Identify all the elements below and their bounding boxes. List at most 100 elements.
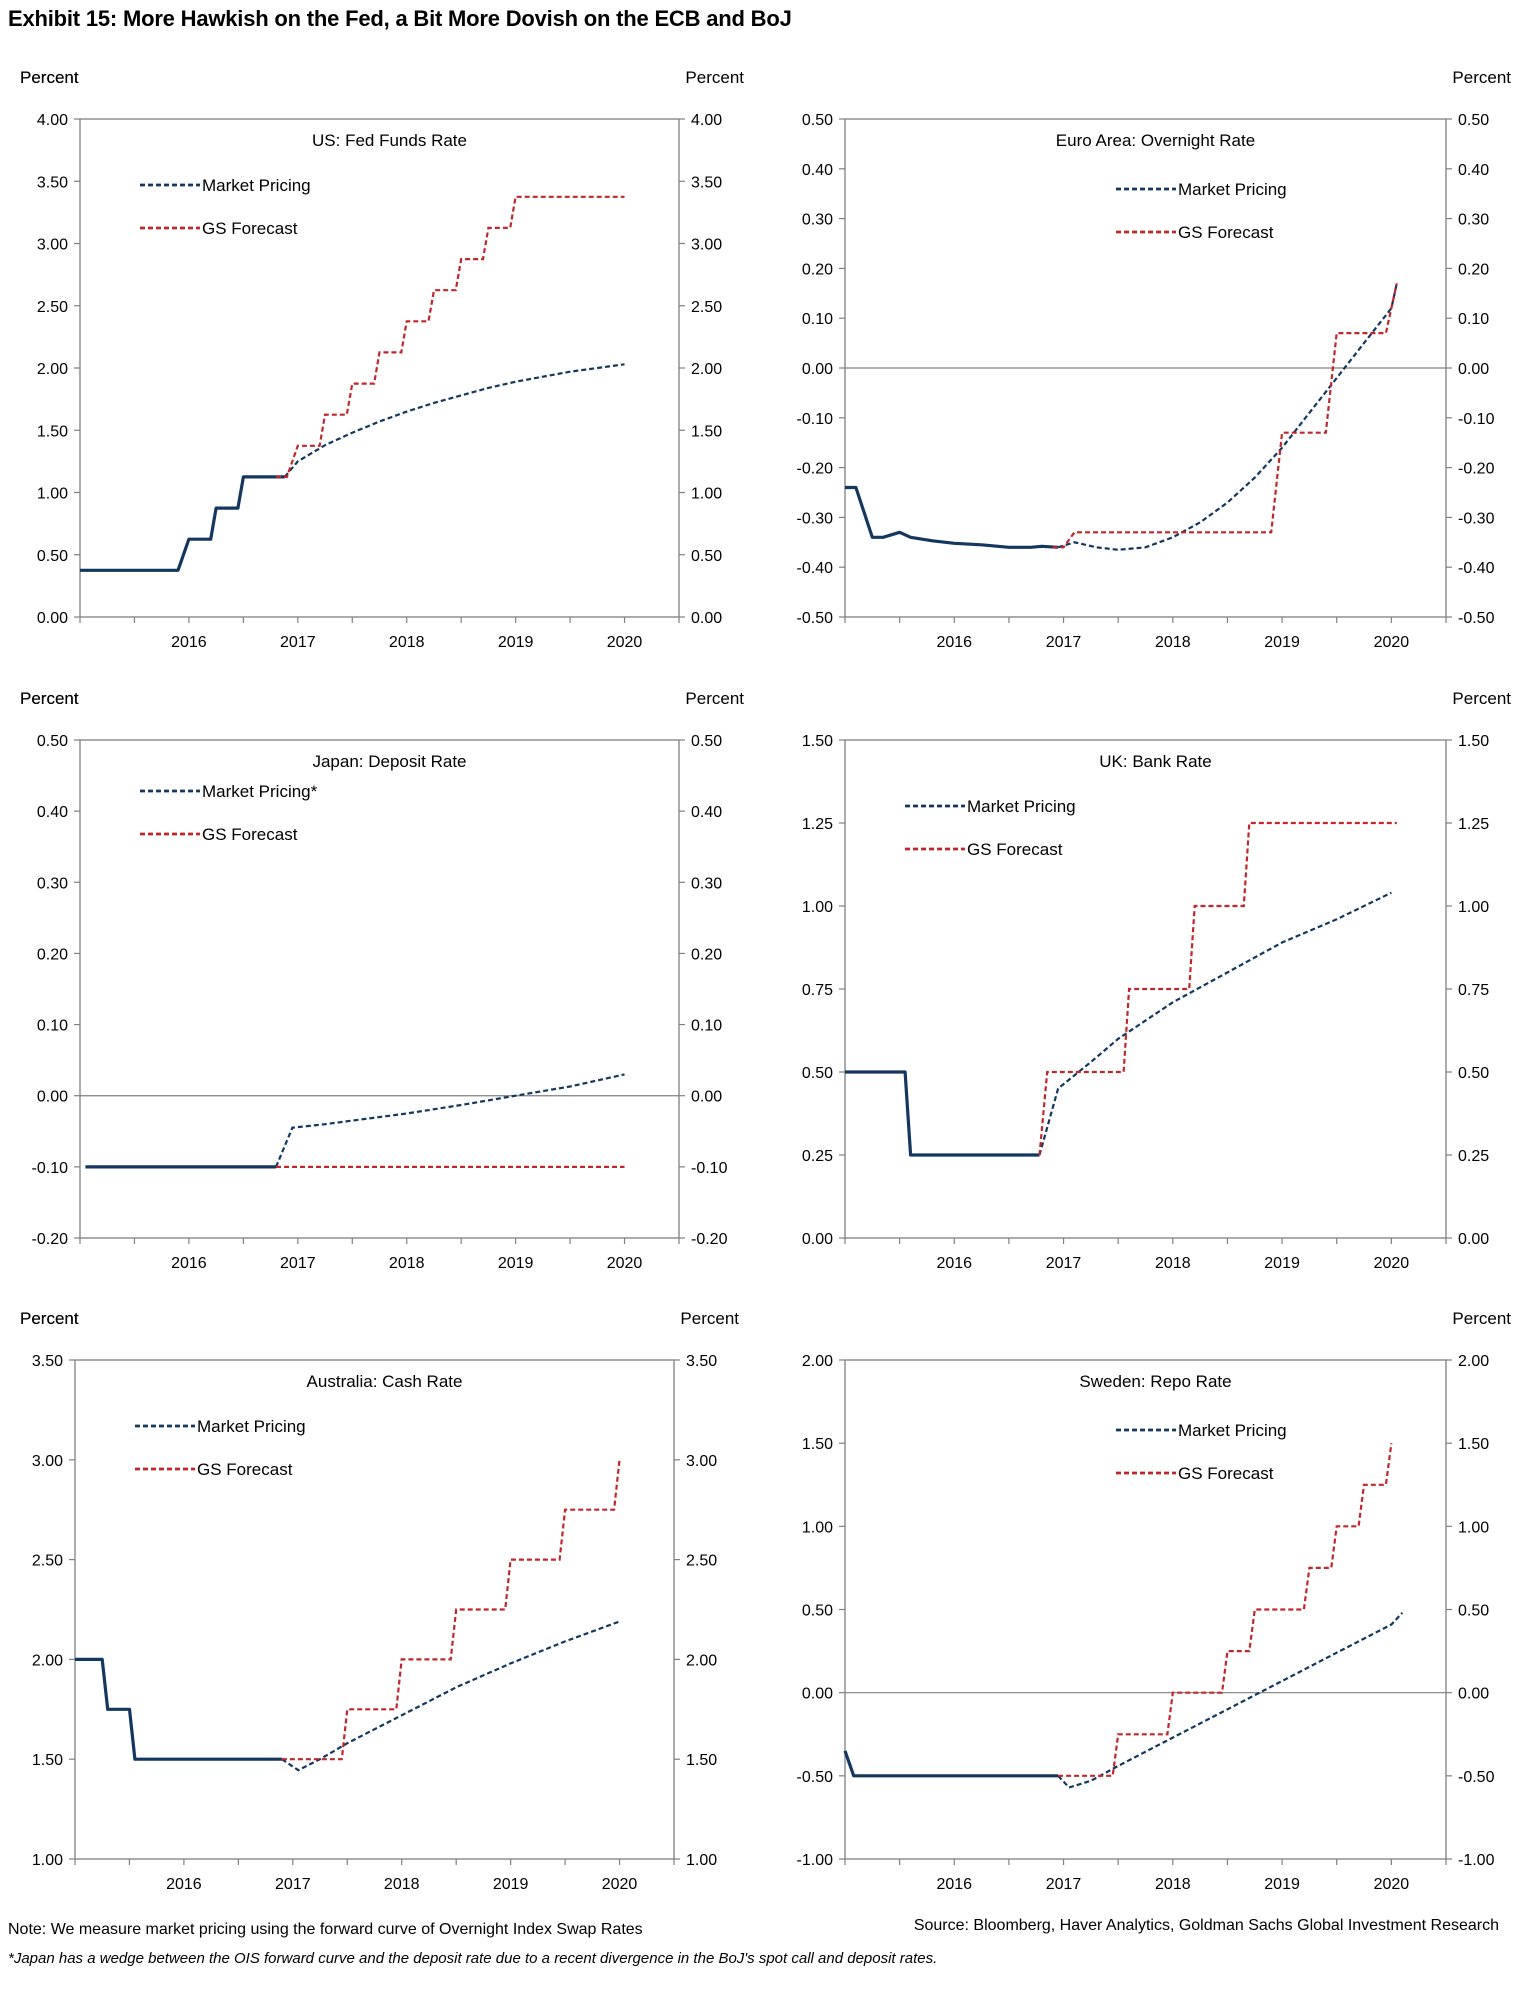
x-tick-label: 2016 [166, 1876, 202, 1893]
chart-title: Japan: Deposit Rate [312, 752, 466, 771]
legend-label: GS Forecast [202, 219, 298, 238]
y-tick-label-right: 1.25 [1458, 816, 1489, 833]
y-tick-label-right: -0.10 [1458, 411, 1495, 428]
y-tick-label-right: 1.50 [1458, 733, 1489, 750]
y-tick-label-left: 0.25 [802, 1148, 833, 1165]
legend-label: Market Pricing [1178, 180, 1287, 199]
y-tick-label-left: 2.50 [37, 299, 68, 316]
y-tick-label-left: 2.00 [37, 361, 68, 378]
y-tick-label-right: 2.50 [686, 1553, 717, 1570]
y-tick-label-left: 0.50 [37, 548, 68, 565]
y-tick-label-right: 0.00 [1458, 1231, 1489, 1248]
x-tick-label: 2017 [280, 634, 316, 651]
y-axis-label-left: Percent [20, 689, 79, 708]
y-tick-label-left: 1.50 [37, 423, 68, 440]
y-tick-label-left: 2.00 [32, 1652, 63, 1669]
y-tick-label-left: 1.50 [802, 733, 833, 750]
y-tick-label-left: 0.30 [802, 212, 833, 229]
y-tick-label-right: 0.40 [691, 804, 722, 821]
y-tick-label-right: -0.10 [691, 1160, 728, 1177]
x-tick-label: 2019 [1264, 1255, 1300, 1272]
y-tick-label-left: -0.50 [797, 1769, 834, 1786]
x-tick-label: 2017 [1046, 634, 1082, 651]
y-tick-label-left: 0.00 [802, 1231, 833, 1248]
y-tick-label-right: -0.20 [691, 1231, 728, 1248]
y-axis-label-right: Percent [1452, 689, 1511, 708]
note-text: Note: We measure market pricing using th… [8, 1921, 643, 1938]
y-tick-label-right: 2.00 [686, 1652, 717, 1669]
y-tick-label-left: -0.30 [797, 510, 834, 527]
y-tick-label-left: 0.30 [37, 875, 68, 892]
y-axis-label-left: Percent [20, 68, 79, 87]
legend-label: GS Forecast [197, 1460, 293, 1479]
y-tick-label-left: 3.50 [32, 1353, 63, 1370]
y-tick-label-right: 2.00 [1458, 1353, 1489, 1370]
y-tick-label-right: 0.50 [691, 733, 722, 750]
y-axis-label-left: Percent [20, 68, 79, 87]
chart-panel: Percent Percent 1.00 1.00 1.50 1.50 2.00 2.00 2.… [20, 1309, 739, 1893]
y-tick-label-right: 0.50 [1458, 1065, 1489, 1082]
x-tick-label: 2016 [936, 1876, 972, 1893]
history-line [80, 475, 285, 572]
y-tick-label-right: 0.30 [1458, 212, 1489, 229]
y-tick-label-right: 3.50 [691, 174, 722, 191]
y-tick-label-right: 0.00 [1458, 1686, 1489, 1703]
x-tick-label: 2018 [1155, 634, 1191, 651]
y-tick-label-right: 2.00 [691, 361, 722, 378]
y-tick-label-left: 0.50 [802, 1065, 833, 1082]
y-tick-label-left: 2.00 [802, 1353, 833, 1370]
x-tick-label: 2016 [936, 634, 972, 651]
chart-panel: Percent Percent 0.00 0.00 0.25 0.25 0.50 0.50 0.… [20, 689, 1511, 1272]
y-tick-label-left: 0.20 [802, 261, 833, 278]
y-tick-label-right: 0.20 [1458, 261, 1489, 278]
y-tick-label-right: 0.00 [691, 610, 722, 627]
y-tick-label-left: 0.50 [802, 112, 833, 129]
page-title: Exhibit 15: More Hawkish on the Fed, a B… [8, 6, 792, 31]
y-tick-label-left: -0.50 [797, 610, 834, 627]
chart-title: Sweden: Repo Rate [1079, 1372, 1231, 1391]
y-tick-label-right: 0.20 [691, 946, 722, 963]
legend-label: Market Pricing [197, 1417, 306, 1436]
y-tick-label-right: 0.75 [1458, 982, 1489, 999]
market-pricing-line [281, 1620, 620, 1772]
y-tick-label-left: 1.00 [37, 486, 68, 503]
x-tick-label: 2018 [384, 1876, 420, 1893]
source-text: Source: Bloomberg, Haver Analytics, Gold… [913, 1917, 1499, 1934]
y-tick-label-right: 0.40 [1458, 162, 1489, 179]
y-tick-label-left: 0.00 [802, 361, 833, 378]
x-tick-label: 2019 [493, 1876, 529, 1893]
x-tick-label: 2018 [389, 1255, 425, 1272]
y-tick-label-left: -0.40 [797, 560, 834, 577]
y-tick-label-right: 0.10 [1458, 311, 1489, 328]
x-tick-label: 2017 [280, 1255, 316, 1272]
history-line [75, 1657, 282, 1761]
y-tick-label-right: -1.00 [1458, 1852, 1495, 1869]
y-tick-label-left: 0.50 [37, 733, 68, 750]
y-tick-label-right: -0.30 [1458, 510, 1495, 527]
y-tick-label-left: 2.50 [32, 1553, 63, 1570]
y-tick-label-right: 1.00 [1458, 1519, 1489, 1536]
y-tick-label-right: 3.00 [686, 1453, 717, 1470]
y-axis-label-right: Percent [685, 689, 744, 708]
y-tick-label-right: 0.10 [691, 1018, 722, 1035]
y-tick-label-left: -0.20 [797, 461, 834, 478]
y-tick-label-right: 0.50 [1458, 1603, 1489, 1620]
plot-frame [79, 739, 680, 1239]
y-tick-label-left: 1.50 [802, 1436, 833, 1453]
y-axis-label-right: Percent [680, 1309, 739, 1328]
footnote-text: *Japan has a wedge between the OIS forwa… [8, 1950, 938, 1967]
y-tick-label-right: 1.50 [691, 423, 722, 440]
x-tick-label: 2020 [602, 1876, 638, 1893]
history-line [845, 1070, 1040, 1157]
y-axis-label-left: Percent [20, 1309, 79, 1328]
market-pricing-line [1057, 283, 1398, 551]
gs-forecast-line [1038, 821, 1397, 1156]
x-tick-label: 2017 [1046, 1876, 1082, 1893]
y-tick-label-right: -0.50 [1458, 610, 1495, 627]
x-tick-label: 2017 [275, 1876, 311, 1893]
y-axis-label-right: Percent [1452, 1309, 1511, 1328]
y-axis-label-right: Percent [685, 68, 744, 87]
chart-panel: Percent Percent -0.50 -0.50 -0.40 -0.40 -0.30 -… [20, 68, 1511, 651]
legend-label: GS Forecast [967, 840, 1063, 859]
y-tick-label-right: 4.00 [691, 112, 722, 129]
